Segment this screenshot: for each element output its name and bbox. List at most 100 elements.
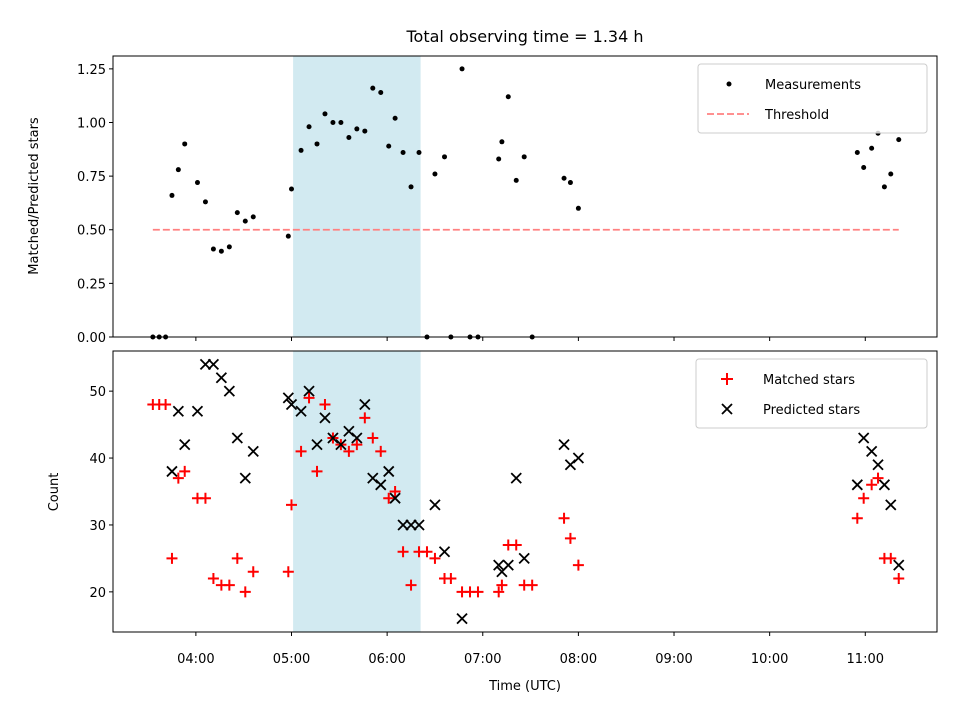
- matched-stars-point: [558, 512, 570, 524]
- matched-stars-point: [359, 412, 371, 424]
- legend-label-predicted-stars: Predicted stars: [763, 403, 860, 418]
- matched-stars-point: [231, 552, 243, 564]
- matched-stars-point: [375, 445, 387, 457]
- predicted-stars-point: [311, 439, 323, 451]
- measurements-point: [459, 66, 465, 72]
- measurements-point: [218, 248, 224, 254]
- matched-stars-point: [493, 586, 505, 598]
- predicted-stars-point: [397, 519, 409, 531]
- predicted-stars-point: [878, 479, 891, 491]
- bottom-axes-frame: [112, 350, 938, 633]
- matched-stars-point: [564, 532, 576, 544]
- matched-stars-point: [160, 399, 172, 411]
- matched-stars-point: [496, 579, 508, 591]
- predicted-stars-point: [231, 432, 243, 444]
- measurements-point: [250, 214, 256, 220]
- matched-stars-point: [319, 399, 331, 411]
- measurements-point: [499, 139, 505, 145]
- measurements-point: [416, 150, 422, 156]
- legend-marker-measurements: [726, 81, 732, 87]
- predicted-stars-point: [383, 465, 395, 478]
- measurements-point: [432, 171, 438, 177]
- matched-stars-point: [526, 579, 538, 591]
- predicted-stars-point: [351, 432, 363, 444]
- measurements-point: [854, 150, 860, 156]
- top-legend-box: [697, 63, 928, 134]
- measurements-point: [182, 141, 188, 147]
- matched-stars-point: [367, 432, 379, 444]
- bottom-xtick-label: 11:00: [847, 652, 884, 667]
- predicted-stars-point: [207, 358, 220, 371]
- matched-stars-point: [166, 552, 178, 564]
- predicted-stars-point: [564, 459, 577, 471]
- measurements-point: [896, 137, 902, 143]
- bottom-ytick-label: 50: [89, 385, 106, 400]
- legend-label-measurements: Measurements: [765, 78, 861, 93]
- measurements-point: [322, 111, 328, 117]
- measurements-point: [505, 94, 511, 100]
- predicted-stars-point: [166, 465, 178, 478]
- legend-marker-matched-stars: [721, 373, 733, 385]
- measurements-point: [175, 167, 181, 173]
- top-shaded-span: [293, 56, 421, 337]
- top-ytick-label: 0.75: [77, 170, 106, 185]
- predicted-stars-point: [572, 452, 585, 464]
- matched-stars-point: [851, 512, 863, 524]
- measurements-point: [194, 180, 200, 186]
- measurements-point: [861, 165, 867, 171]
- measurements-point: [400, 150, 406, 156]
- top-y-axis-label: Matched/Predicted stars: [27, 117, 42, 275]
- measurements-point: [521, 154, 527, 160]
- measurements-point: [567, 180, 573, 186]
- top-ytick-label: 0.25: [77, 277, 106, 292]
- matched-stars-point: [351, 439, 363, 451]
- predicted-stars-point: [295, 405, 307, 417]
- matched-stars-point: [223, 579, 235, 591]
- matched-stars-point: [893, 572, 905, 584]
- predicted-stars-point: [858, 432, 870, 444]
- matched-stars-point: [311, 465, 323, 477]
- predicted-stars-point: [179, 439, 191, 451]
- predicted-stars-point: [172, 405, 184, 417]
- matched-stars-point: [199, 492, 211, 504]
- predicted-stars-point: [327, 432, 339, 444]
- predicted-stars-point: [247, 445, 259, 457]
- measurements-point: [202, 199, 208, 205]
- bottom-xtick-label: 06:00: [368, 652, 405, 667]
- measurements-point: [169, 192, 175, 198]
- measurements-point: [869, 145, 875, 151]
- matched-stars-point: [383, 492, 395, 504]
- bottom-xtick-label: 04:00: [177, 652, 214, 667]
- predicted-stars-point: [558, 439, 570, 451]
- top-axes-frame: [112, 55, 938, 338]
- bottom-xtick-label: 07:00: [464, 652, 501, 667]
- bottom-legend-box: [695, 358, 928, 429]
- matched-stars-point: [239, 586, 251, 598]
- measurements-point: [289, 186, 295, 192]
- matched-stars-point: [872, 472, 884, 484]
- bottom-y-axis-label: Count: [47, 473, 62, 512]
- measurements-point: [496, 156, 502, 162]
- predicted-stars-point: [510, 472, 522, 484]
- measurements-point: [575, 205, 581, 211]
- matched-stars-point: [343, 445, 355, 457]
- measurements-point: [442, 154, 448, 160]
- bottom-xtick-label: 05:00: [273, 652, 310, 667]
- bottom-ytick-label: 30: [89, 519, 106, 534]
- legend-marker-predicted-stars: [721, 403, 733, 415]
- predicted-stars-point: [303, 385, 315, 397]
- matched-stars-point: [421, 546, 433, 558]
- predicted-stars-point: [456, 612, 468, 625]
- measurements-point: [362, 128, 368, 134]
- measurements-point: [338, 119, 344, 125]
- predicted-stars-point: [343, 425, 355, 437]
- measurements-point: [298, 147, 304, 153]
- matched-stars-point: [866, 479, 878, 491]
- predicted-stars-point: [282, 392, 294, 404]
- matched-stars-point: [179, 465, 191, 477]
- measurements-point: [314, 141, 320, 147]
- predicted-stars-point: [893, 559, 905, 571]
- predicted-stars-point: [429, 499, 441, 511]
- predicted-stars-point: [285, 398, 298, 411]
